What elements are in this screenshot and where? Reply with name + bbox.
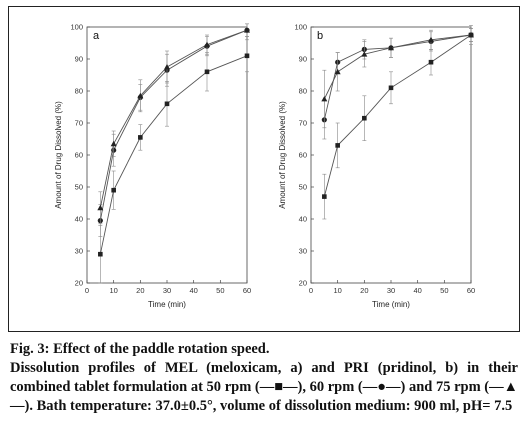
x-tick-label: 50 [440, 286, 448, 295]
data-point [321, 96, 328, 102]
caption-title: Fig. 3: Effect of the paddle rotation sp… [10, 341, 270, 357]
x-tick-label: 40 [413, 286, 421, 295]
y-tick-label: 20 [299, 279, 307, 288]
series-triangle [97, 23, 250, 225]
y-tick-label: 100 [294, 23, 307, 32]
y-axis-label: Amount of Drug Dissolved (%) [54, 101, 63, 209]
x-tick-label: 60 [243, 286, 251, 295]
data-point [138, 135, 143, 140]
x-axis-label: Time (min) [372, 300, 410, 309]
panel-label: b [317, 30, 323, 42]
data-point [388, 85, 394, 91]
x-tick-label: 0 [309, 286, 313, 295]
x-tick-label: 40 [189, 286, 197, 295]
data-point [137, 92, 144, 99]
data-point [97, 204, 104, 211]
x-tick-label: 30 [163, 286, 171, 295]
y-tick-label: 70 [75, 119, 83, 128]
y-tick-label: 60 [299, 151, 307, 160]
y-tick-label: 80 [75, 87, 83, 96]
data-point [204, 69, 210, 75]
data-point [322, 194, 327, 199]
data-point [468, 32, 474, 38]
x-tick-label: 20 [360, 286, 368, 295]
data-point [164, 101, 170, 107]
data-point [388, 44, 394, 51]
x-tick-label: 50 [216, 286, 224, 295]
series-line [323, 34, 472, 120]
data-point [428, 59, 434, 65]
y-axis-label: Amount of Drug Dissolved (%) [278, 101, 287, 209]
data-point [244, 53, 250, 59]
data-point [428, 36, 434, 43]
x-tick-label: 60 [467, 286, 475, 295]
y-tick-label: 30 [75, 247, 83, 256]
data-point [98, 251, 103, 257]
y-tick-label: 60 [75, 151, 83, 160]
data-point [204, 41, 210, 47]
data-point [362, 115, 367, 121]
x-tick-label: 0 [85, 286, 89, 295]
data-point [110, 140, 117, 147]
series-line [99, 29, 248, 221]
series-circle [97, 23, 250, 237]
y-tick-label: 70 [299, 119, 307, 128]
data-point [164, 64, 170, 70]
y-tick-label: 50 [75, 183, 83, 192]
x-tick-label: 10 [109, 286, 117, 295]
chart-panel-a: a 20 30 40 50 60 70 80 90 100 0 10 20 30 40 50 60 Time (m… [54, 23, 251, 310]
data-point [111, 187, 116, 193]
figure-frame: a 20 30 40 50 60 70 80 90 100 0 10 20 30 40 50 60 Time (m… [8, 6, 520, 332]
data-point [334, 68, 341, 75]
x-tick-label: 20 [136, 286, 144, 295]
series-triangle [321, 28, 474, 129]
data-point [335, 143, 340, 148]
y-tick-label: 30 [299, 247, 307, 256]
x-tick-label: 30 [387, 286, 395, 295]
data-point [244, 27, 250, 33]
data-point [361, 51, 368, 57]
series-line [323, 34, 472, 197]
series-square [322, 25, 474, 220]
series-square [98, 39, 250, 284]
y-tick-label: 40 [75, 215, 83, 224]
chart-panel-b: b 20 30 40 50 60 70 80 90 100 0 10 20 30 40 50 60 Time (m… [278, 23, 475, 310]
series-line [323, 34, 472, 100]
y-tick-label: 80 [299, 87, 307, 96]
y-tick-label: 50 [299, 183, 307, 192]
x-axis-label: Time (min) [148, 300, 186, 309]
series-line [99, 29, 248, 208]
series-line [99, 55, 248, 255]
y-tick-label: 40 [299, 215, 307, 224]
caption-body: Dissolution profiles of MEL (meloxicam, … [10, 360, 518, 414]
figure-caption: Fig. 3: Effect of the paddle rotation sp… [10, 340, 518, 416]
panel-label: a [93, 30, 100, 42]
y-tick-label: 90 [299, 55, 307, 64]
y-tick-label: 100 [70, 23, 83, 32]
x-tick-label: 10 [333, 286, 341, 295]
y-tick-label: 20 [75, 279, 83, 288]
y-tick-label: 90 [75, 55, 83, 64]
